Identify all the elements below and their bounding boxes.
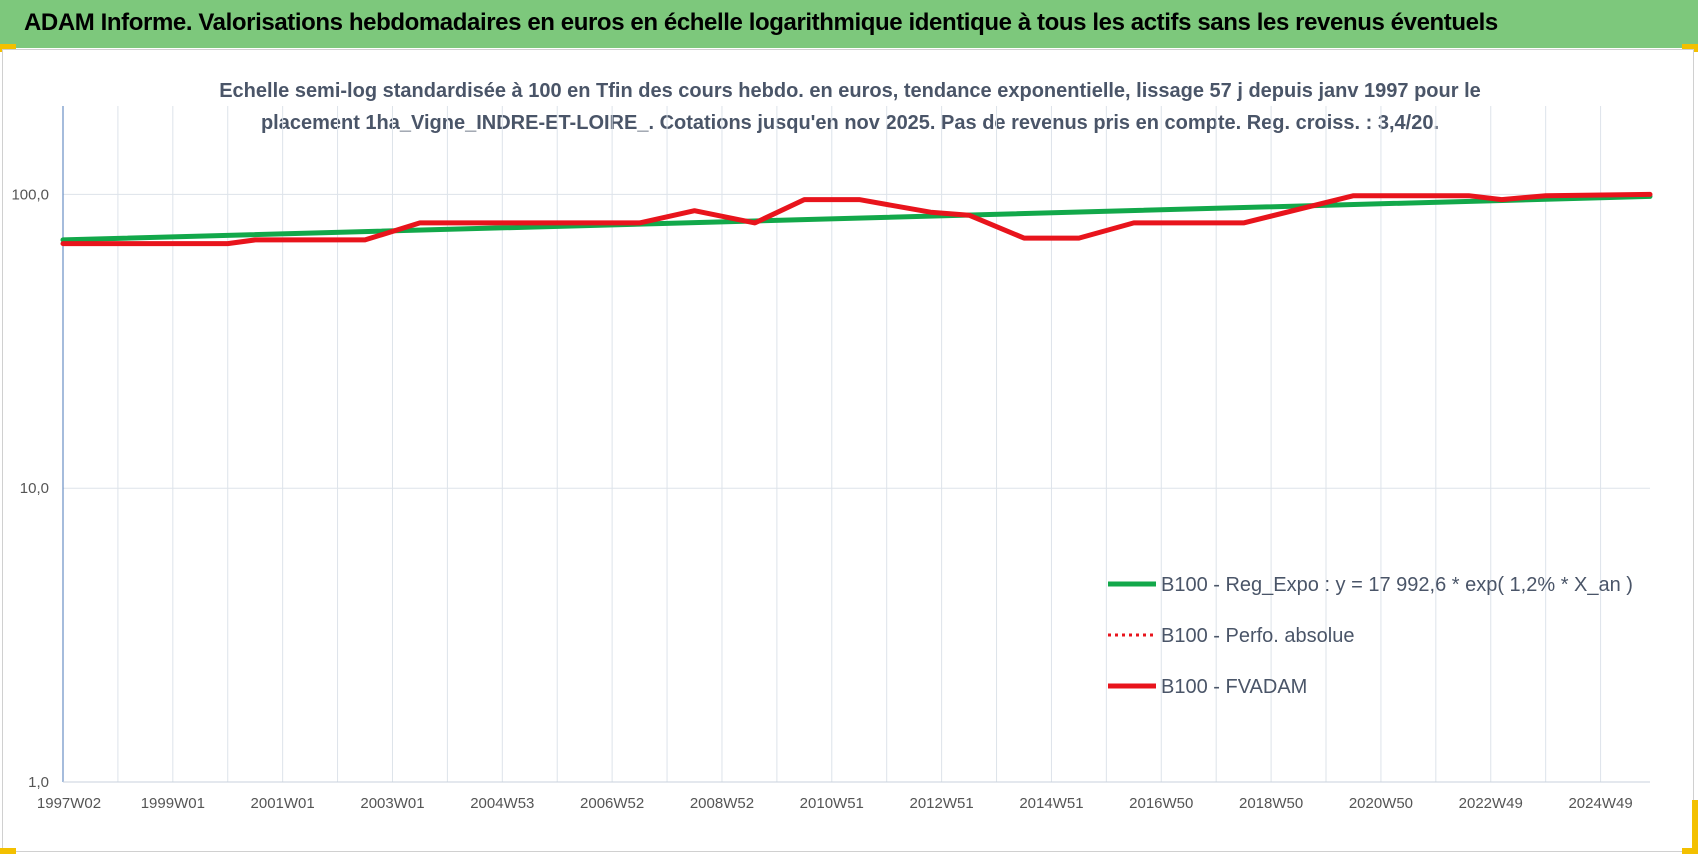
y-tick-label: 10,0 bbox=[20, 480, 49, 497]
legend-label: B100 - Reg_Expo : y = 17 992,6 * exp( 1,… bbox=[1161, 574, 1633, 596]
corner-accent bbox=[1692, 800, 1698, 854]
header-bar: ADAM Informe. Valorisations hebdomadaire… bbox=[0, 0, 1698, 48]
x-tick-label: 2016W50 bbox=[1129, 795, 1193, 812]
legend-label: B100 - FVADAM bbox=[1161, 676, 1307, 698]
legend: B100 - Reg_Expo : y = 17 992,6 * exp( 1,… bbox=[1108, 574, 1633, 698]
x-tick-label: 2010W51 bbox=[800, 795, 864, 812]
x-tick-label: 1999W01 bbox=[141, 795, 205, 812]
axes: 1,0 10,0 100,0 1997W02 1999W01 2001W01 2003W01… bbox=[11, 106, 1650, 812]
x-tick-label: 2012W51 bbox=[910, 795, 974, 812]
grid bbox=[62, 106, 1650, 783]
x-tick-label: 2024W49 bbox=[1568, 795, 1632, 812]
series-line-reg-expo bbox=[60, 193, 1653, 243]
chart-title-line-2: placement 1ha_Vigne_INDRE-ET-LOIRE_. Cot… bbox=[261, 112, 1439, 134]
x-tick-label: 2020W50 bbox=[1349, 795, 1413, 812]
corner-accent bbox=[0, 848, 16, 854]
x-tick-label: 2008W52 bbox=[690, 795, 754, 812]
y-tick-label: 1,0 bbox=[28, 774, 49, 791]
x-tick-label: 1997W02 bbox=[37, 795, 101, 812]
chart-title-line-1: Echelle semi-log standardisée à 100 en T… bbox=[219, 80, 1481, 102]
header-title: ADAM Informe. Valorisations hebdomadaire… bbox=[24, 9, 1498, 36]
x-tick-label: 2004W53 bbox=[470, 795, 534, 812]
corner-accent bbox=[0, 44, 16, 52]
series bbox=[60, 191, 1653, 247]
x-tick-label: 2022W49 bbox=[1459, 795, 1523, 812]
corner-accent bbox=[1682, 848, 1698, 854]
corner-accent bbox=[1682, 44, 1698, 52]
y-tick-label: 100,0 bbox=[11, 186, 49, 203]
x-tick-label: 2006W52 bbox=[580, 795, 644, 812]
x-tick-label: 2018W50 bbox=[1239, 795, 1303, 812]
x-tick-label: 2014W51 bbox=[1019, 795, 1083, 812]
x-tick-label: 2001W01 bbox=[251, 795, 315, 812]
chart-frame bbox=[2, 49, 1694, 852]
legend-label: B100 - Perfo. absolue bbox=[1161, 625, 1354, 647]
x-tick-label: 2003W01 bbox=[360, 795, 424, 812]
series-line-fvadam bbox=[60, 191, 1653, 247]
